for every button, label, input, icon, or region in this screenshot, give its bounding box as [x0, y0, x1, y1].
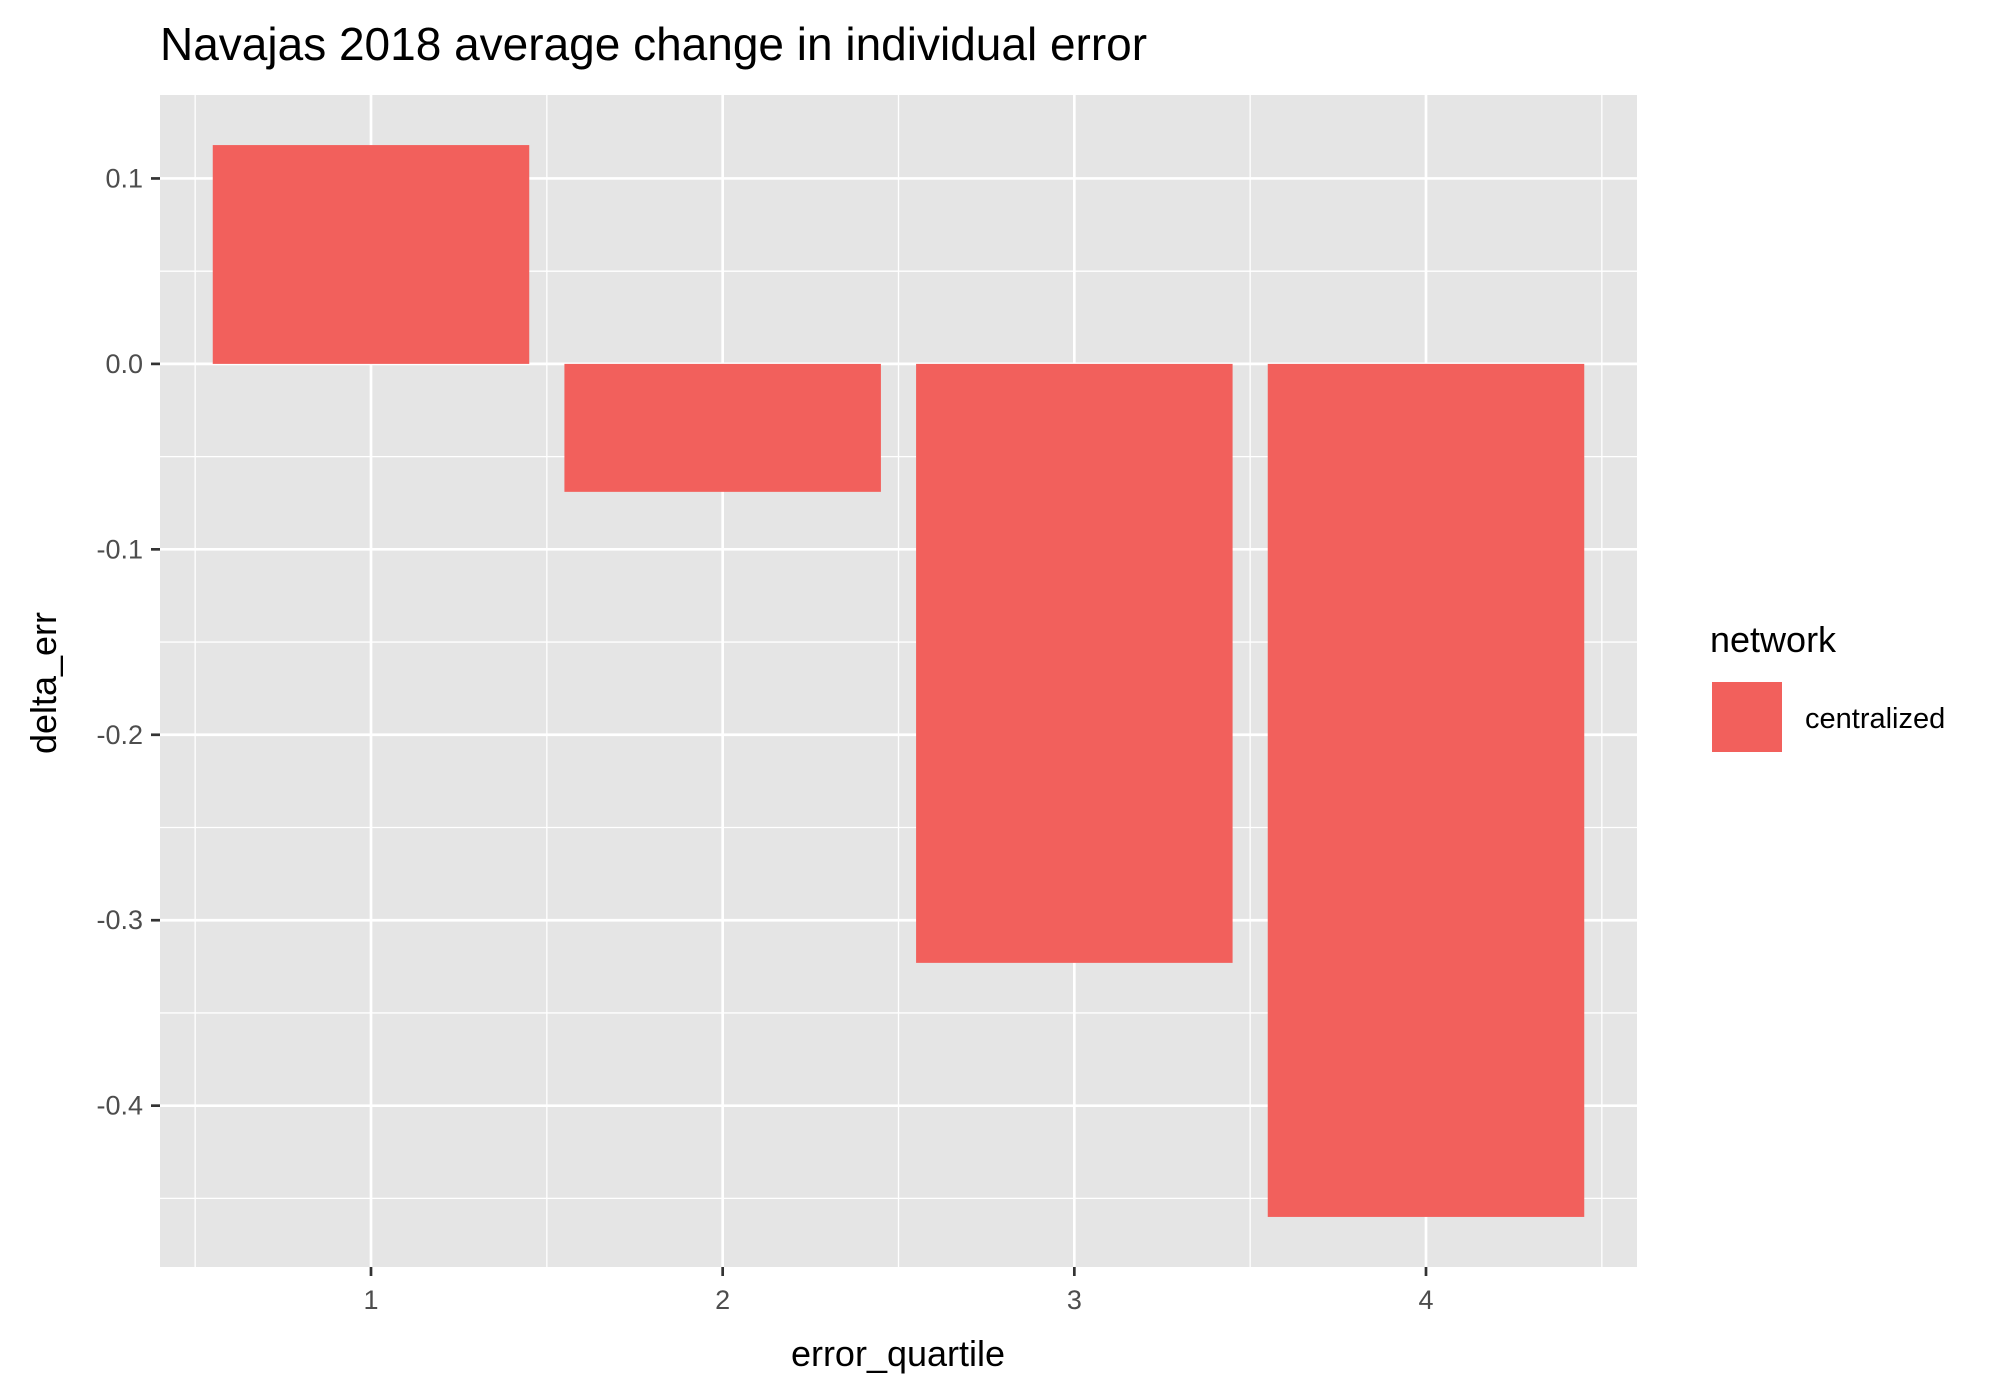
plot-title: Navajas 2018 average change in individua…: [160, 18, 1147, 70]
y-tick-label-1: 0.0: [105, 349, 143, 379]
y-axis: 0.1 0.0 -0.1 -0.2 -0.3 -0.4: [96, 163, 160, 1121]
y-tick-label-2: -0.1: [96, 534, 143, 564]
legend-key-centralized: [1712, 682, 1782, 752]
y-tick-label-5: -0.4: [96, 1091, 143, 1121]
legend-label-centralized: centralized: [1805, 703, 1945, 735]
bars: [212, 145, 1585, 1217]
x-tick-label-4: 4: [1418, 1285, 1433, 1315]
y-tick-label-4: -0.3: [96, 905, 143, 935]
y-tick-label-3: -0.2: [96, 720, 143, 750]
x-axis-title: error_quartile: [791, 1333, 1005, 1374]
x-axis: 1 2 3 4: [363, 1267, 1434, 1315]
x-tick-label-2: 2: [715, 1285, 730, 1315]
bar-3: [916, 363, 1233, 963]
x-tick-label-3: 3: [1067, 1285, 1082, 1315]
legend-title: network: [1710, 619, 1837, 660]
bar-4: [1267, 363, 1585, 1217]
y-axis-title: delta_err: [23, 612, 64, 754]
minor-gridlines: [160, 95, 1637, 1267]
bar-2: [564, 363, 881, 492]
x-tick-label-1: 1: [363, 1285, 378, 1315]
bar-1: [212, 145, 530, 364]
y-tick-label-0: 0.1: [105, 163, 143, 193]
legend: network centralized: [1710, 619, 1945, 752]
